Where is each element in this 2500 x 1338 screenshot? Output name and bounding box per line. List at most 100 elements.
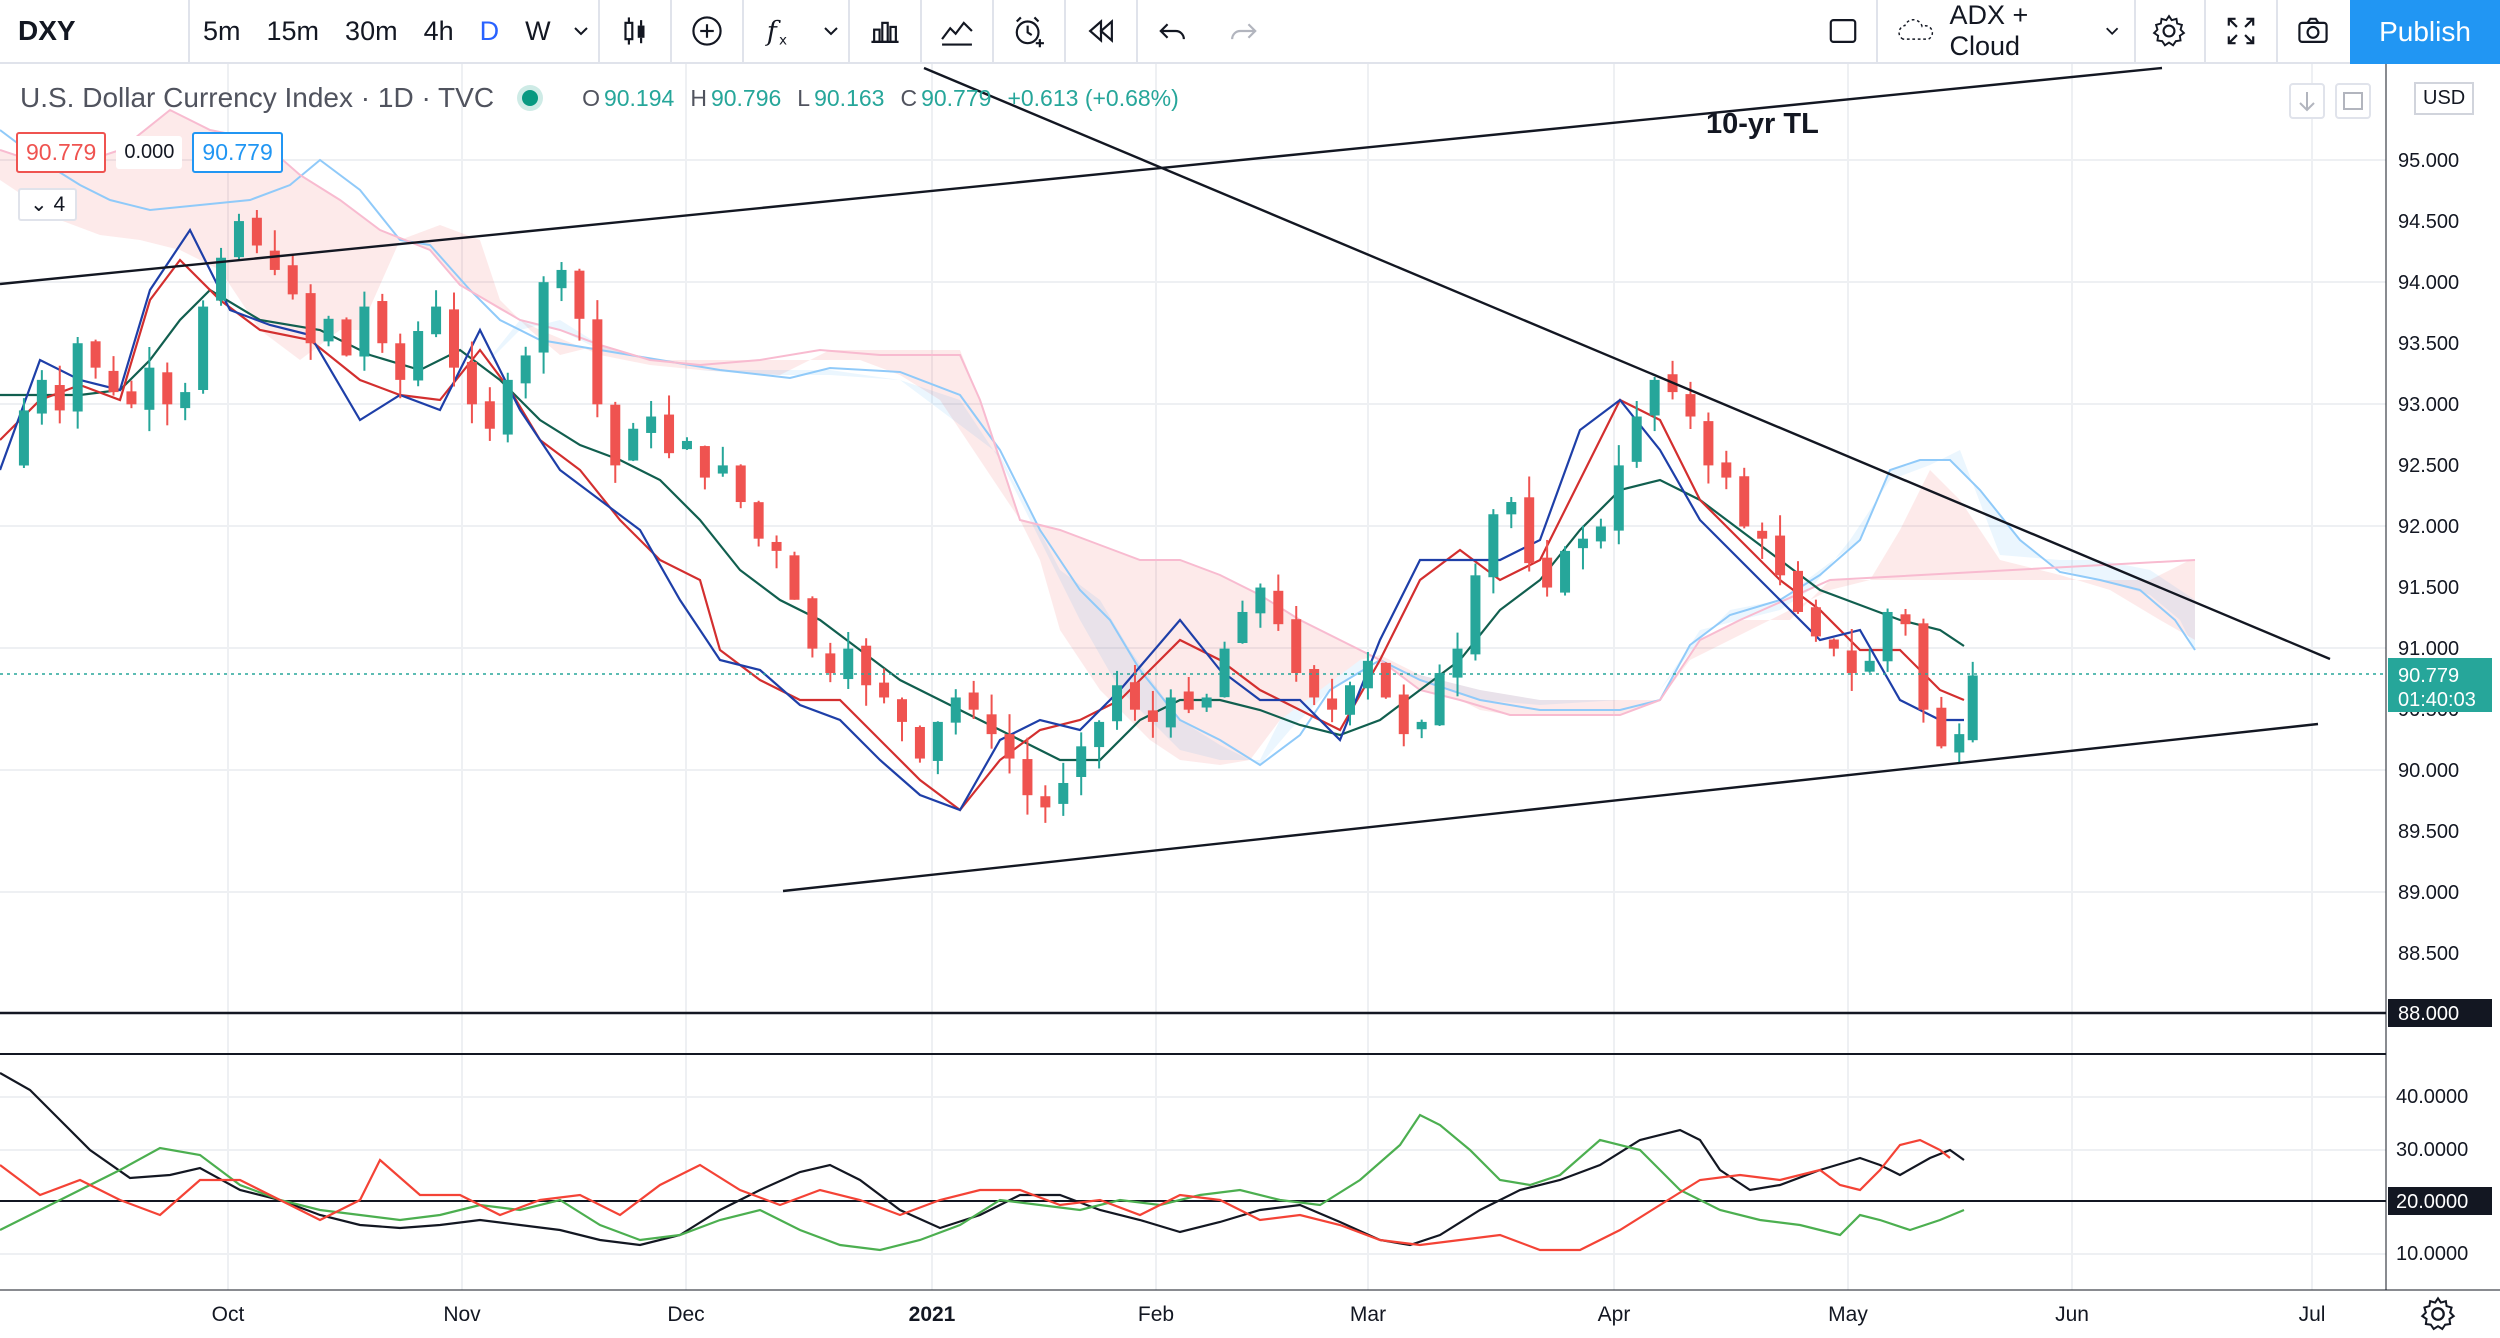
bid-value[interactable]: 90.779 — [16, 132, 107, 173]
adx-line — [0, 1072, 1965, 1247]
replay-icon[interactable] — [1066, 0, 1136, 63]
ask-value[interactable]: 90.779 — [192, 132, 283, 173]
candle-down — [1828, 639, 1839, 649]
svg-text:Oct: Oct — [212, 1303, 245, 1326]
candle-up — [1058, 782, 1069, 804]
interval-5m[interactable]: 5m — [203, 15, 241, 46]
compare-add-icon[interactable] — [672, 0, 742, 63]
candle-up — [1967, 675, 1978, 741]
financials-icon[interactable] — [850, 0, 920, 63]
interval-1d[interactable]: D — [479, 15, 500, 46]
ideas-chart-icon[interactable] — [922, 0, 992, 63]
svg-text:92.000: 92.000 — [2398, 516, 2459, 538]
cloud-icon — [1898, 19, 1934, 40]
di-minus-line — [0, 1138, 1951, 1252]
di-plus-line — [0, 1113, 1965, 1252]
candle-down — [789, 555, 800, 600]
spread-value: 0.000 — [116, 136, 183, 169]
price-axis-ticks: 95.000 94.500 94.000 93.500 93.000 92.50… — [2398, 150, 2459, 965]
pane-controls[interactable] — [2289, 83, 2371, 119]
candle-up — [1434, 673, 1445, 726]
axis-settings-gear-icon[interactable] — [2418, 1294, 2458, 1334]
grid — [0, 64, 2386, 1290]
candle-up — [646, 416, 657, 433]
snapshot-camera-icon[interactable] — [2278, 0, 2348, 63]
adx-pane — [0, 1072, 2386, 1252]
candle-up — [932, 721, 943, 761]
candle-down — [1309, 669, 1320, 698]
svg-text:40.0000: 40.0000 — [2396, 1086, 2468, 1108]
layout-selector[interactable]: ADX + Cloud — [1882, 0, 2132, 63]
divider — [991, 0, 994, 63]
candlestick-series — [18, 210, 1978, 823]
candle-down — [1685, 394, 1696, 417]
candle-down — [1004, 734, 1015, 759]
candle-down — [287, 265, 298, 295]
indicators-collapse-button[interactable]: ⌄ 4 — [18, 188, 78, 221]
candle-up — [180, 392, 191, 409]
divider — [847, 0, 850, 63]
candle-up — [1255, 587, 1266, 614]
candle-up — [1452, 648, 1463, 678]
time-axis[interactable] — [0, 1290, 2386, 1338]
interval-dropdown-icon[interactable] — [564, 0, 598, 63]
candle-up — [1631, 416, 1642, 462]
candle-up — [1112, 685, 1123, 722]
candle-up — [233, 221, 244, 258]
divider — [1876, 0, 1878, 63]
ma-short — [0, 227, 1964, 812]
candle-down — [377, 301, 388, 344]
candle-down — [1775, 535, 1786, 576]
candle-down — [305, 293, 316, 344]
symbol-title[interactable]: U.S. Dollar Currency Index · 1D · TVC — [20, 82, 495, 113]
trendline-support — [782, 722, 2319, 893]
candle-down — [484, 401, 495, 429]
publish-button[interactable]: Publish — [2350, 0, 2500, 64]
candle-down — [466, 361, 477, 405]
interval-4h[interactable]: 4h — [423, 15, 454, 46]
candle-down — [1793, 570, 1803, 612]
interval-1w[interactable]: W — [525, 15, 551, 46]
interval-30m[interactable]: 30m — [345, 15, 398, 46]
interval-15m[interactable]: 15m — [266, 15, 320, 46]
candle-down — [1918, 623, 1929, 710]
candle-down — [592, 319, 603, 405]
candle-down — [1721, 462, 1732, 478]
candle-up — [18, 410, 29, 466]
trend-lines[interactable] — [0, 66, 2386, 1015]
fullscreen-expand-icon[interactable] — [2206, 0, 2276, 63]
svg-text:x: x — [779, 33, 787, 49]
indicators-dropdown-icon[interactable] — [814, 0, 848, 63]
candle-up — [1076, 746, 1087, 777]
divider — [2276, 0, 2278, 63]
fullscreen-square-icon[interactable] — [1808, 0, 1878, 63]
candle-up — [1416, 721, 1427, 730]
bid-ask-boxes: 90.779 0.000 90.779 — [16, 132, 283, 173]
candle-up — [1345, 685, 1355, 715]
candle-up — [681, 440, 692, 450]
candle-down — [1810, 607, 1821, 637]
candle-up — [1560, 550, 1571, 593]
chart-canvas[interactable]: 10-yr TL 95.000 94.500 94.000 93.500 93.… — [0, 64, 2500, 1338]
candle-down — [735, 465, 746, 503]
redo-icon[interactable] — [1208, 0, 1278, 63]
svg-text:95.000: 95.000 — [2398, 150, 2459, 172]
settings-gear-icon[interactable] — [2134, 0, 2204, 63]
candles-chart-type-icon[interactable] — [600, 0, 670, 63]
candle-down — [449, 309, 459, 368]
candle-down — [90, 341, 101, 368]
symbol-search[interactable]: DXY — [18, 15, 76, 46]
alert-clock-icon[interactable] — [994, 0, 1064, 63]
svg-text:93.500: 93.500 — [2398, 333, 2459, 355]
undo-icon[interactable] — [1138, 0, 1208, 63]
candle-down — [1936, 707, 1947, 747]
candle-up — [843, 648, 854, 680]
candle-down — [1273, 590, 1284, 625]
candle-down — [1040, 796, 1051, 808]
annotation-10yr-tl[interactable]: 10-yr TL — [1706, 108, 1819, 140]
svg-text:20.0000: 20.0000 — [2396, 1191, 2468, 1213]
currency-badge[interactable]: USD — [2414, 82, 2475, 115]
candle-up — [413, 331, 424, 381]
svg-text:91.000: 91.000 — [2398, 638, 2459, 660]
